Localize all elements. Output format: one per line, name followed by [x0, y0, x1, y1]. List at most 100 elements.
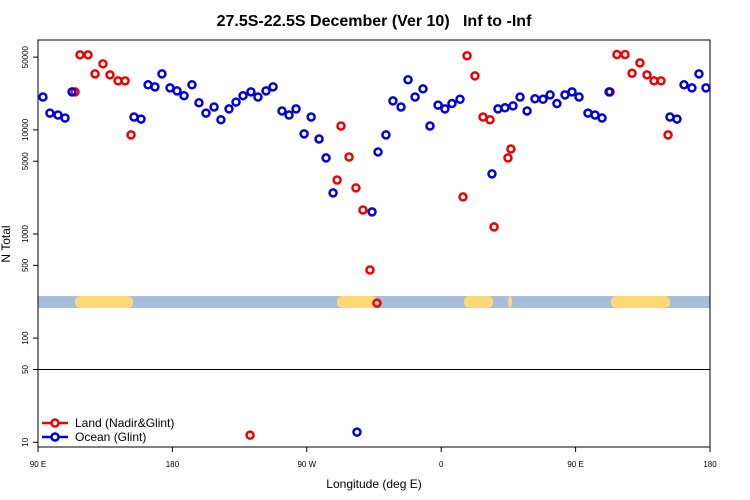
- point: [410, 92, 420, 102]
- point: [487, 169, 497, 179]
- x-tick-label: 90 E: [567, 460, 583, 469]
- point: [328, 188, 338, 198]
- point: [372, 298, 382, 308]
- point: [440, 104, 450, 114]
- point: [224, 104, 234, 114]
- x-axis-label: Longitude (deg E): [326, 477, 421, 491]
- point: [291, 104, 301, 114]
- point: [261, 86, 271, 96]
- point: [694, 69, 704, 79]
- point: [508, 101, 518, 111]
- y-axis-label: N Total: [0, 225, 13, 262]
- x-tick-label: 180: [166, 460, 180, 469]
- point: [447, 98, 457, 109]
- point: [381, 130, 391, 140]
- legend-marker: [50, 432, 60, 442]
- point: [515, 92, 525, 102]
- y-tick-label: 50000: [21, 45, 30, 68]
- point: [365, 265, 375, 275]
- y-tick-label: 500: [21, 258, 30, 272]
- point: [635, 58, 645, 68]
- y-tick-label: 50: [21, 364, 30, 373]
- point: [201, 108, 211, 118]
- point: [238, 90, 248, 101]
- land-band: [464, 296, 494, 309]
- point: [45, 108, 55, 118]
- point: [336, 121, 346, 131]
- point: [120, 76, 130, 86]
- point: [455, 94, 465, 104]
- point: [656, 76, 666, 86]
- y-tick-label: 10: [21, 437, 30, 446]
- point: [552, 98, 562, 109]
- point: [373, 147, 383, 157]
- point: [458, 192, 468, 202]
- y-tick-label: 5000: [21, 152, 30, 170]
- point: [299, 129, 309, 139]
- point: [90, 69, 100, 79]
- legend-label: Ocean (Glint): [75, 430, 146, 444]
- point: [567, 87, 577, 97]
- point: [172, 86, 182, 96]
- point: [98, 59, 108, 69]
- point: [157, 69, 167, 79]
- land-band: [337, 296, 377, 309]
- point: [126, 130, 136, 140]
- point: [418, 84, 428, 94]
- x-tick-label: 90 W: [297, 460, 316, 469]
- point: [538, 94, 548, 104]
- point: [38, 92, 48, 102]
- point: [489, 222, 499, 232]
- point: [321, 153, 331, 163]
- y-tick-label: 10000: [21, 118, 30, 141]
- point: [612, 49, 622, 60]
- point: [679, 80, 689, 90]
- point: [597, 113, 607, 123]
- point: [314, 134, 324, 144]
- point: [470, 71, 480, 81]
- point: [268, 82, 278, 92]
- land-band: [75, 296, 133, 309]
- plot-frame: [37, 39, 711, 448]
- y-tick-label: 1000: [21, 225, 30, 243]
- point: [642, 70, 652, 80]
- point: [150, 82, 160, 92]
- point: [574, 92, 584, 102]
- x-tick-label: 90 E: [30, 460, 46, 469]
- legend-marker: [50, 418, 60, 428]
- point: [506, 144, 516, 154]
- point: [60, 113, 70, 123]
- point: [245, 430, 255, 440]
- point: [701, 83, 711, 93]
- point: [284, 110, 294, 120]
- chart-title: 27.5S-22.5S December (Ver 10) Inf to -In…: [217, 13, 532, 30]
- point: [105, 70, 115, 80]
- point: [231, 97, 241, 107]
- point: [403, 75, 413, 85]
- point: [306, 112, 316, 122]
- point: [351, 183, 361, 193]
- point: [246, 87, 256, 97]
- point: [83, 50, 93, 60]
- point: [462, 51, 472, 61]
- point: [367, 207, 377, 217]
- point: [503, 153, 513, 163]
- x-tick-label: 0: [439, 460, 444, 469]
- point: [522, 106, 532, 116]
- point: [396, 102, 406, 112]
- point: [604, 87, 614, 97]
- point: [358, 205, 368, 215]
- point: [663, 130, 673, 140]
- x-tick-label: 180: [703, 460, 717, 469]
- point: [352, 427, 362, 437]
- point: [194, 98, 204, 108]
- point: [67, 87, 77, 97]
- point: [277, 106, 287, 116]
- point: [620, 49, 630, 60]
- point: [433, 100, 443, 110]
- legend-label: Land (Nadir&Glint): [75, 416, 174, 430]
- point: [388, 96, 398, 106]
- point: [672, 114, 682, 124]
- point: [344, 152, 354, 162]
